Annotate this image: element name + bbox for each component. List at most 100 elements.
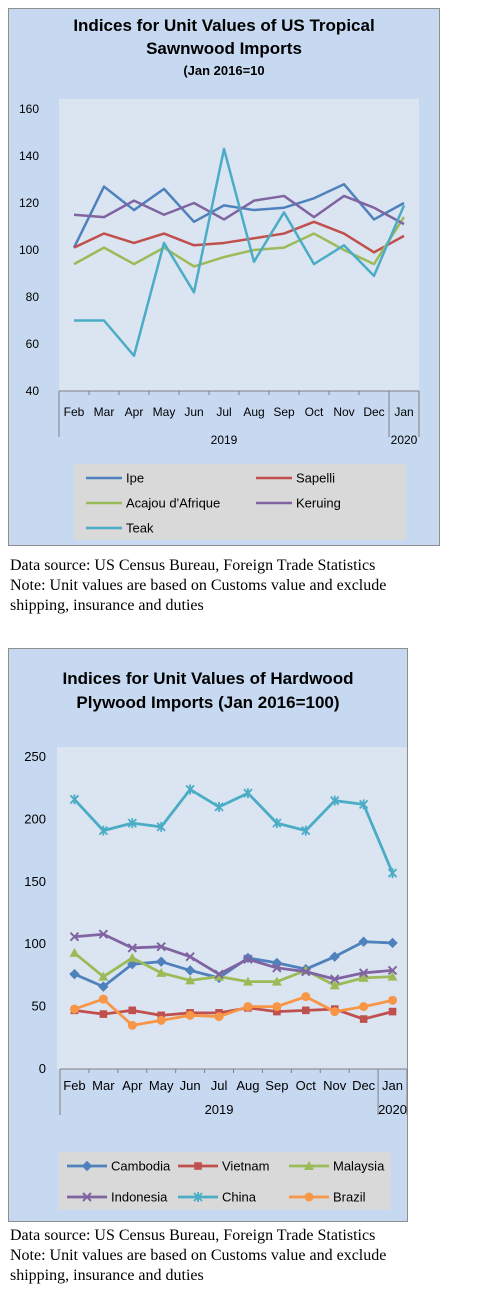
c1-x-tick-label: Apr: [125, 405, 144, 419]
c2-legend-label-brazil: Brazil: [333, 1190, 366, 1205]
c2-point-brazil: [127, 1020, 137, 1030]
c2-point-china: [156, 821, 166, 832]
c1-x-tick-label: Oct: [305, 405, 324, 419]
c2-point-malaysia: [329, 980, 340, 990]
chart2-note-line1: Note: Unit values are based on Customs v…: [10, 1247, 387, 1264]
c2-point-china: [127, 818, 137, 829]
c2-x-tick-label: May: [149, 1078, 174, 1093]
c2-point-indonesia: [272, 963, 282, 973]
c2-point-cambodia: [184, 965, 196, 976]
c2-point-malaysia: [271, 976, 282, 986]
c2-legend-marker-brazil: [304, 1192, 314, 1202]
c2-point-vietnam: [359, 1015, 368, 1023]
c1-y-tick-label: 80: [26, 290, 40, 304]
c2-point-brazil: [69, 1004, 79, 1014]
c2-point-brazil: [330, 1007, 340, 1017]
c2-point-brazil: [185, 1010, 195, 1020]
c2-x-tick-label: Jan: [382, 1078, 403, 1093]
c2-legend-marker-malaysia: [304, 1161, 314, 1170]
c2-point-indonesia: [156, 941, 166, 952]
c2-y-tick-label: 150: [24, 874, 46, 889]
c1-y-tick-label: 60: [26, 337, 40, 351]
c2-legend-label-malaysia: Malaysia: [333, 1159, 385, 1174]
c1-y-tick-label: 120: [19, 196, 39, 210]
c1-x-tick-label: Aug: [243, 405, 264, 419]
c2-legend-marker-indonesia: [82, 1192, 92, 1202]
c2-point-malaysia: [358, 972, 369, 982]
c2-legend-marker-vietnam: [194, 1162, 202, 1170]
c1-x-tick-label: Sep: [273, 405, 295, 419]
c2-series-line-indonesia: [74, 932, 393, 981]
chart1-title-line1: Indices for Unit Values of US Tropical: [73, 16, 375, 35]
c2-x-tick-label: Jul: [211, 1078, 228, 1093]
c2-point-brazil: [98, 994, 108, 1004]
c1-y-tick-label: 40: [26, 384, 40, 398]
c1-x-tick-label: May: [153, 405, 176, 419]
c2-point-china: [358, 799, 369, 810]
c1-y-tick-label: 140: [19, 149, 39, 163]
c2-point-indonesia: [69, 932, 80, 942]
c2-point-china: [301, 825, 311, 836]
c2-point-china: [243, 788, 253, 799]
c1-series-line-acajou-d-afrique: [73, 216, 406, 268]
c2-series-line-brazil: [74, 995, 393, 1027]
c2-point-cambodia: [358, 936, 369, 947]
chart2-note-line2: shipping, insurance and duties: [10, 1267, 204, 1284]
chart1-note-line1: Note: Unit values are based on Customs v…: [10, 577, 387, 594]
c2-legend-label-china: China: [222, 1190, 257, 1205]
c2-x-tick-label: Aug: [236, 1078, 259, 1093]
c2-point-vietnam: [99, 1010, 108, 1018]
plywood-chart-svg: 0 50 100 150 200 250 Feb Mar Apr May Jun Jul Aug Sep O…: [24, 747, 408, 1210]
c1-x-tick-label: Mar: [94, 405, 115, 419]
c2-point-malaysia: [242, 976, 253, 986]
c2-point-cambodia: [329, 951, 340, 962]
chart2-title-line1: Indices for Unit Values of Hardwood: [62, 669, 354, 688]
c1-legend-label-acajou-d-afrique: Acajou d'Afrique: [126, 496, 220, 511]
c2-point-vietnam: [157, 1011, 166, 1020]
c2-y-tick-label: 50: [32, 999, 46, 1014]
c2-point-china: [272, 818, 282, 829]
c2-point-cambodia: [98, 981, 109, 992]
c1-series-line-teak: [74, 147, 406, 357]
c2-x-tick-label: Dec: [352, 1078, 376, 1093]
c2-point-brazil: [359, 1002, 369, 1012]
c2-legend-marker-cambodia: [81, 1160, 93, 1172]
c2-series-line-china: [73, 788, 394, 874]
chart1-source-note: Data source: US Census Bureau, Foreign T…: [10, 557, 376, 574]
c2-point-indonesia: [185, 951, 195, 962]
c2-point-vietnam: [388, 1007, 397, 1016]
c2-series-line-malaysia: [73, 951, 393, 987]
c2-x-tick-label: Sep: [265, 1078, 288, 1093]
c2-point-indonesia: [98, 929, 109, 939]
c2-point-china: [69, 794, 80, 805]
sawnwood-chart-panel: Indices for Unit Values of US Tropical S…: [8, 8, 440, 546]
c2-point-china: [98, 825, 109, 836]
c2-point-china: [214, 801, 224, 812]
c1-plot-area: [59, 99, 419, 391]
c2-point-cambodia: [387, 937, 398, 949]
c2-point-malaysia: [127, 952, 138, 962]
sawnwood-chart-svg: 40 60 80 100 120 140 160 Feb Mar Apr May Jun Jul Aug S…: [19, 99, 420, 540]
chart1-title-line2: Sawnwood Imports: [146, 39, 302, 58]
c2-point-vietnam: [128, 1006, 137, 1015]
c2-point-malaysia: [69, 947, 80, 957]
c2-point-brazil: [301, 992, 311, 1002]
c1-legend-label-keruing: Keruing: [296, 496, 341, 511]
c2-x-tick-label: Apr: [122, 1078, 143, 1093]
c2-plot-area: [57, 747, 407, 1069]
c2-point-indonesia: [330, 974, 340, 984]
c2-x-tick-label: Oct: [296, 1078, 317, 1093]
c1-x-tick-label: Jul: [216, 405, 231, 419]
c2-legend-label-cambodia: Cambodia: [111, 1159, 171, 1174]
c2-point-indonesia: [387, 965, 398, 976]
c1-x-tick-label: Jun: [184, 405, 203, 419]
c2-year-label-2020: 2020: [378, 1102, 407, 1117]
c2-year-label-2019: 2019: [205, 1102, 234, 1117]
c1-x-tick-label: Jan: [394, 405, 413, 419]
c2-x-tick-label: Jun: [180, 1078, 201, 1093]
c2-y-tick-label: 200: [24, 811, 46, 826]
plywood-chart-panel: Indices for Unit Values of Hardwood Plyw…: [8, 648, 408, 1222]
c2-x-tick-label: Mar: [92, 1078, 115, 1093]
c1-y-tick-label: 100: [19, 243, 39, 257]
c2-point-brazil: [388, 995, 398, 1005]
